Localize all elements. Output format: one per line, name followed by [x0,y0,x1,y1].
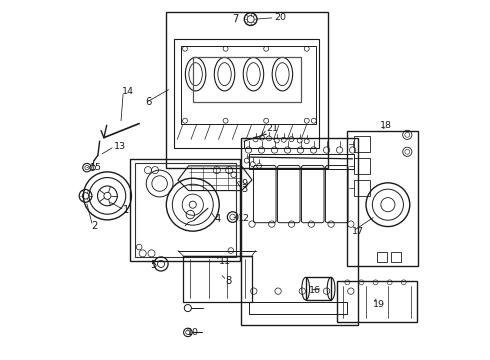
Bar [354,158,370,174]
Text: 21: 21 [266,124,278,133]
Text: 1: 1 [123,205,130,215]
Bar [174,39,319,148]
Bar [354,180,370,195]
Bar [391,252,401,262]
Bar [130,159,240,261]
Text: 16: 16 [309,285,320,294]
Bar [242,138,358,325]
Bar [193,57,301,102]
Text: 10: 10 [187,328,199,337]
Text: 2: 2 [92,221,98,231]
Bar [135,163,236,257]
Bar [338,280,417,322]
Text: 11: 11 [219,257,230,266]
Text: 4: 4 [215,214,221,224]
Bar [306,277,331,300]
Bar [181,46,316,123]
Text: 13: 13 [114,142,126,151]
Text: 6: 6 [146,98,152,107]
Text: 17: 17 [352,227,364,236]
Bar [183,256,252,302]
Text: 7: 7 [233,14,239,24]
Bar [354,136,370,152]
Text: 9: 9 [242,179,248,189]
Text: 5: 5 [150,260,156,270]
Bar [248,302,347,314]
Text: 12: 12 [238,214,250,223]
Text: 20: 20 [274,13,286,22]
Bar [347,131,418,266]
Bar [248,154,354,170]
Text: 14: 14 [122,87,134,96]
Text: 18: 18 [380,121,392,130]
Text: 3: 3 [241,184,247,194]
Text: 19: 19 [373,300,385,309]
Text: 8: 8 [225,275,232,285]
Text: 15: 15 [90,163,102,172]
Bar [166,13,328,168]
Bar [377,252,387,262]
